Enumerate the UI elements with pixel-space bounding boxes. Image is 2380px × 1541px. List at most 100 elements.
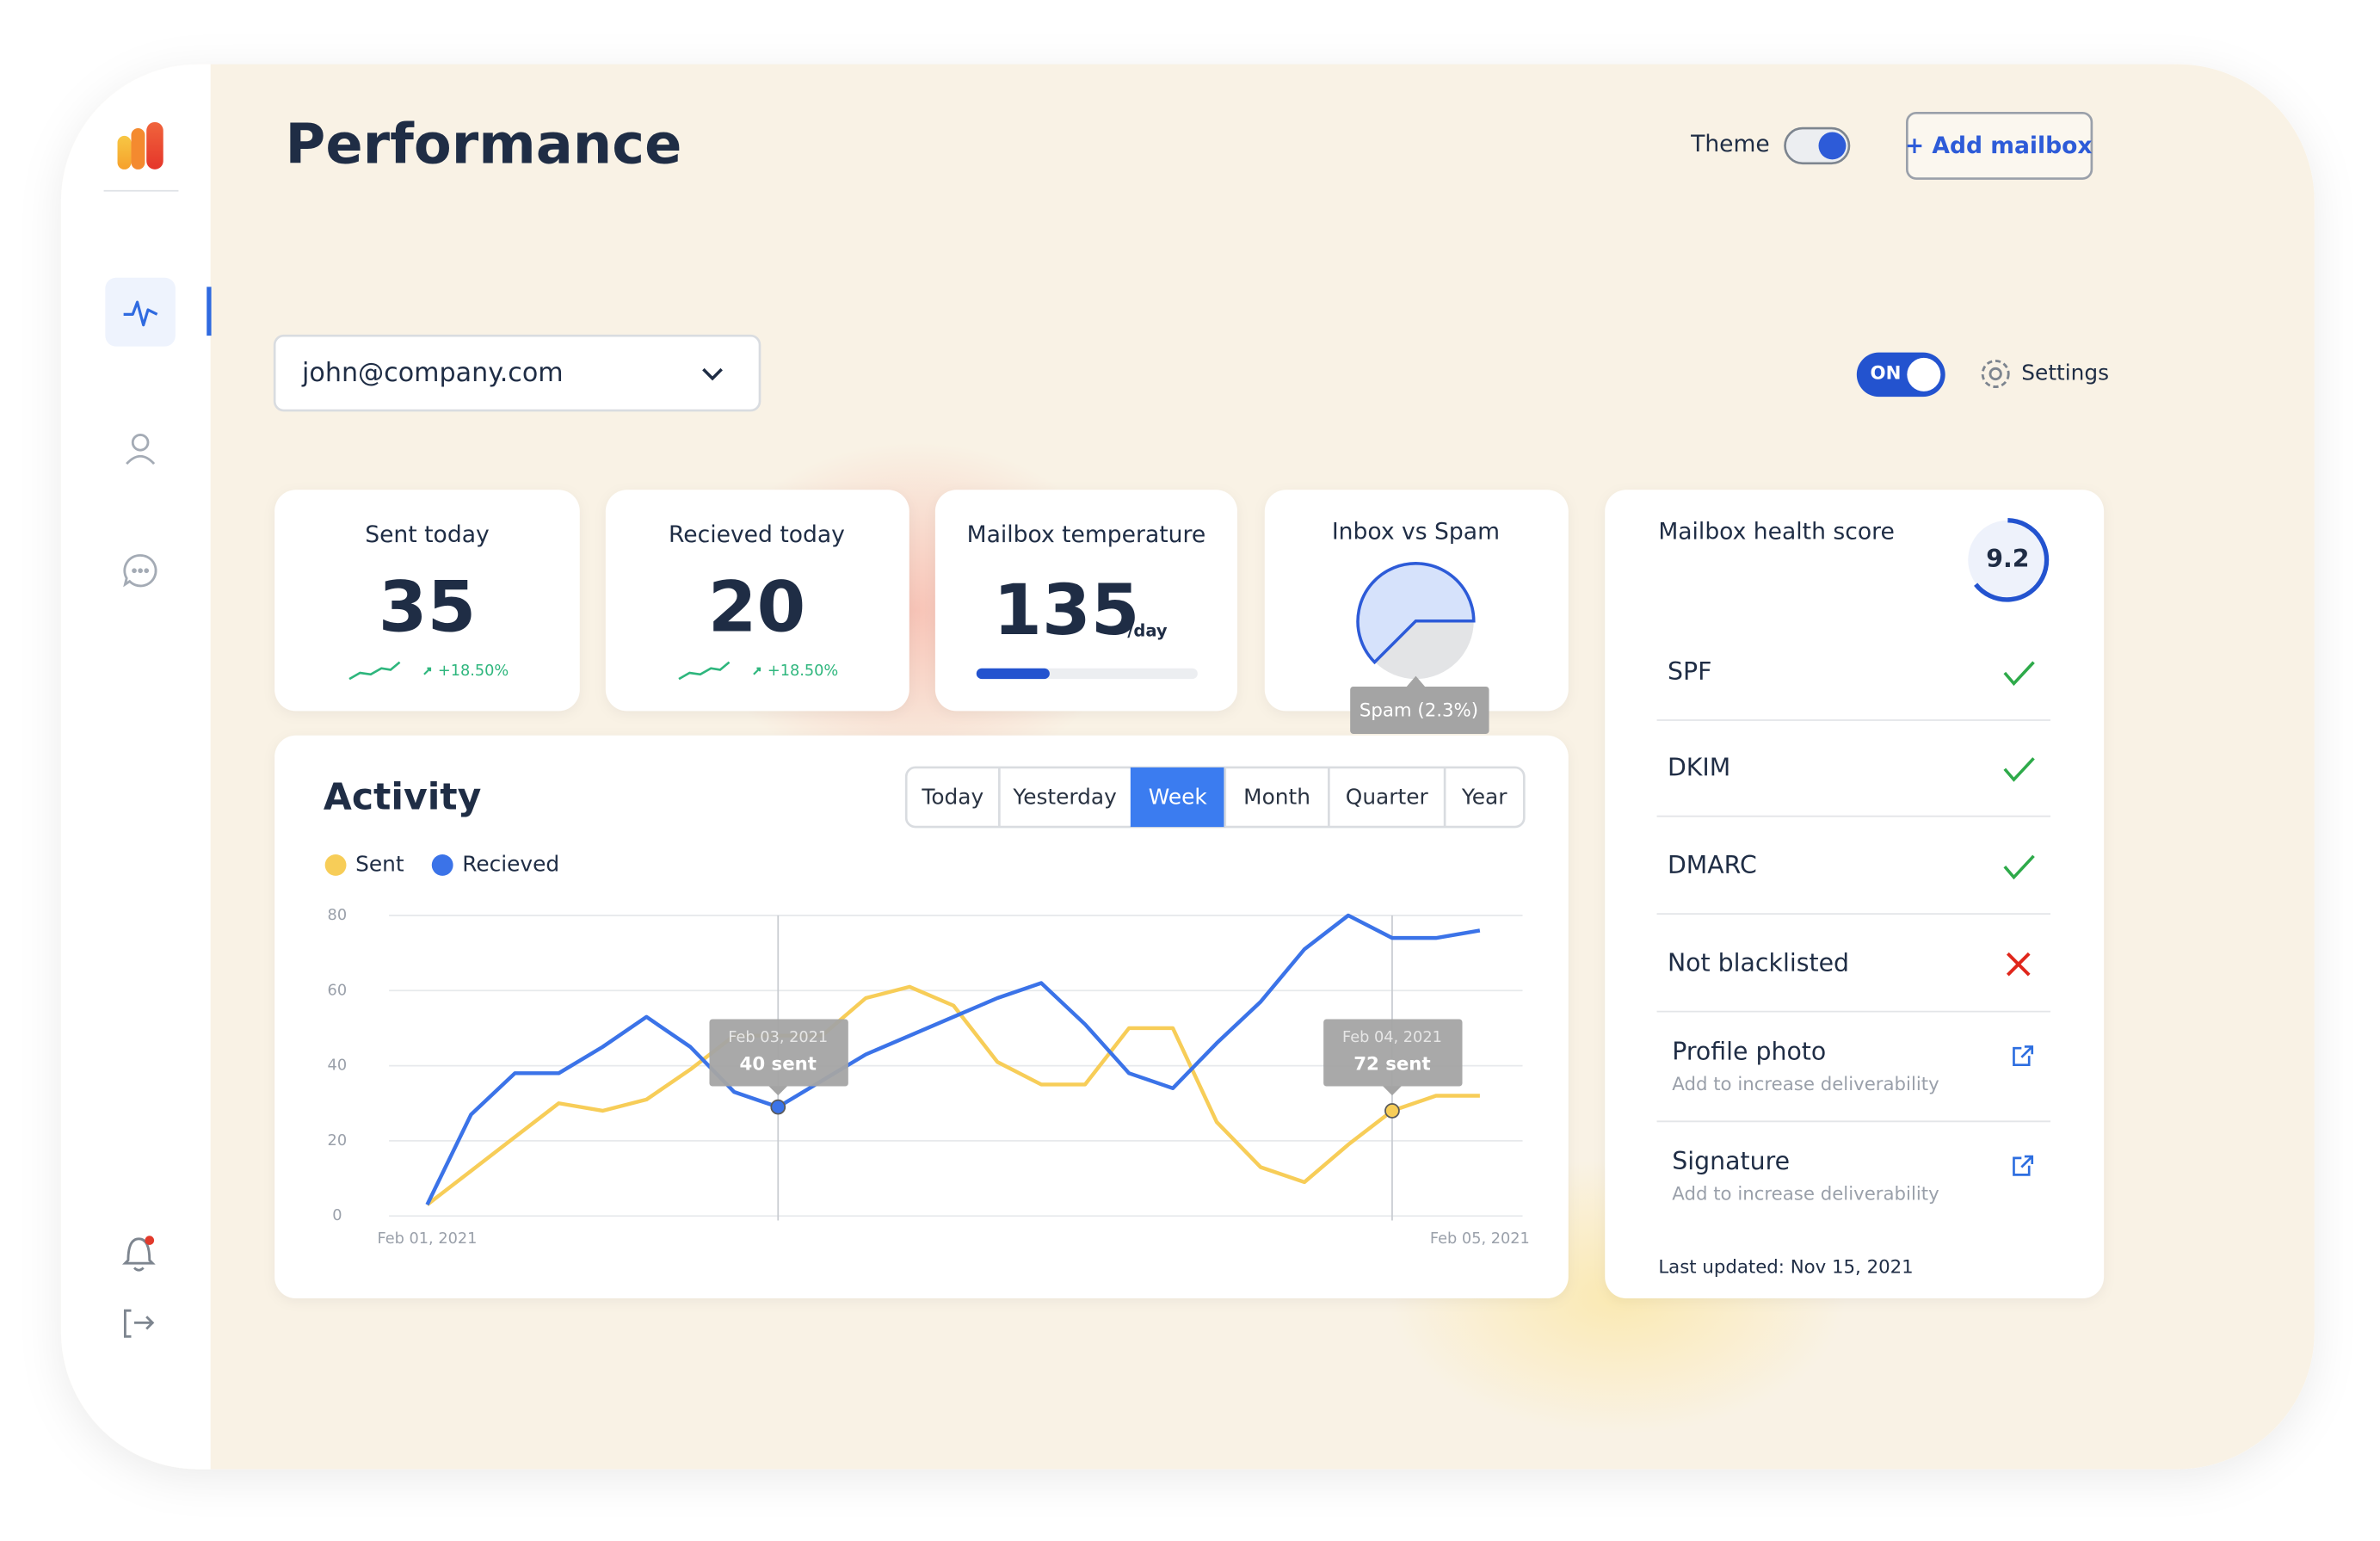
- chart-tooltip-text: 40 sent: [740, 1054, 817, 1076]
- item-subtitle: Add to increase deliverability: [1672, 1074, 1939, 1095]
- inbox-spam-label: Inbox vs Spam: [1332, 518, 1500, 545]
- chart-tooltip-pointer: [1383, 1086, 1402, 1096]
- activity-card: [274, 735, 1569, 1298]
- dropdown-arrow: [702, 367, 723, 381]
- on-toggle-knob: [1907, 357, 1941, 391]
- stat-card: [274, 490, 580, 712]
- legend-label: Sent: [355, 851, 404, 876]
- temperature-label: Mailbox temperature: [967, 521, 1206, 548]
- temperature-bar: [976, 668, 1050, 680]
- stat-card: [934, 490, 1237, 712]
- item-title[interactable]: Signature: [1672, 1147, 1790, 1175]
- stat-label: Recieved today: [669, 521, 845, 548]
- sparkline: [348, 661, 401, 681]
- score-ring: [1974, 518, 2050, 602]
- stat-label: Sent today: [365, 521, 490, 548]
- theme-label: Theme: [1690, 131, 1770, 157]
- sparkline: [678, 661, 731, 681]
- check-name: Not blacklisted: [1668, 949, 1849, 977]
- check-name: DMARC: [1668, 851, 1757, 879]
- x-tick-label: Feb 05, 2021: [1430, 1230, 1530, 1248]
- external-link-icon[interactable]: [2013, 1045, 2034, 1067]
- check-pass-icon: [2003, 854, 2035, 880]
- logo: [117, 121, 163, 170]
- stats-group: Sent today 35 +18.50% Recieved today 20 +18.5…: [348, 521, 845, 681]
- chart-tooltip: [709, 1019, 848, 1087]
- stat-change: +18.50%: [438, 663, 509, 680]
- y-tick-label: 0: [332, 1207, 342, 1224]
- chart-tooltip: [1323, 1019, 1463, 1087]
- check-name: DKIM: [1668, 754, 1730, 782]
- activity-chart: Today Yesterday Week Month Quarter Year Sent Re…: [324, 767, 1530, 1248]
- item-subtitle: Add to increase deliverability: [1672, 1183, 1939, 1205]
- notification-dot: [145, 1236, 155, 1245]
- y-tick-label: 20: [328, 1132, 348, 1150]
- range-tab[interactable]: Yesterday: [1012, 784, 1116, 809]
- nav-activity-icon: [123, 300, 158, 327]
- sidebar: [60, 64, 211, 1470]
- chart-tooltip-pointer: [768, 1086, 787, 1096]
- y-tick-label: 80: [328, 907, 348, 924]
- x-tick-label: Feb 01, 2021: [378, 1230, 478, 1248]
- check-pass-icon: [2003, 757, 2035, 782]
- range-tab[interactable]: Today: [921, 784, 983, 809]
- add-mailbox-button[interactable]: [1906, 111, 2093, 180]
- spam-tooltip-pointer: [1406, 675, 1426, 687]
- series-line: [426, 984, 1480, 1206]
- stat-change: +18.50%: [768, 663, 838, 680]
- chart-tooltip-text: 72 sent: [1353, 1054, 1430, 1076]
- check-name: SPF: [1668, 657, 1711, 686]
- chart-tooltip-date: Feb 03, 2021: [728, 1029, 828, 1046]
- nav-profile[interactable]: [126, 434, 156, 465]
- trend-arrow: [423, 667, 432, 675]
- nav-messages[interactable]: [123, 554, 157, 588]
- temperature-value: 135: [993, 570, 1139, 651]
- range-tab[interactable]: Month: [1243, 784, 1310, 809]
- page-title: Performance: [286, 114, 682, 177]
- item-title[interactable]: Profile photo: [1672, 1038, 1826, 1066]
- stat-value: 20: [708, 567, 805, 649]
- spam-tooltip: [1350, 686, 1489, 734]
- legend-swatch: [324, 854, 347, 876]
- mailbox-select-value: john@company.com: [301, 358, 564, 388]
- legend-label: Recieved: [462, 851, 559, 876]
- legend-swatch: [431, 854, 453, 876]
- activity-title: Activity: [324, 777, 481, 819]
- theme-toggle-knob: [1818, 132, 1847, 160]
- health-updated: Last updated: Nov 15, 2021: [1658, 1257, 1913, 1279]
- mailbox-select[interactable]: [273, 334, 761, 412]
- on-toggle-label: ON: [1871, 363, 1902, 385]
- range-tab-active[interactable]: [1130, 767, 1225, 828]
- y-tick-label: 60: [328, 982, 348, 999]
- spam-tooltip-text: Spam (2.3%): [1360, 700, 1478, 721]
- check-pass-icon: [2003, 661, 2035, 687]
- add-mailbox-label: + Add mailbox: [1905, 133, 2093, 159]
- stat-card: [605, 490, 909, 712]
- health-title: Mailbox health score: [1658, 518, 1894, 545]
- health-card: [1605, 490, 2105, 1298]
- settings-icon[interactable]: [1981, 360, 2010, 388]
- series-line: [425, 913, 1481, 1206]
- pie-inbox: [1356, 562, 1476, 665]
- y-tick-label: 40: [328, 1057, 348, 1075]
- settings-label[interactable]: Settings: [2021, 361, 2109, 385]
- health-score: 9.2: [1986, 545, 2029, 573]
- trend-arrow: [753, 667, 761, 675]
- range-tab[interactable]: Week: [1149, 784, 1208, 809]
- nav-logout[interactable]: [123, 1309, 155, 1338]
- chart-tooltip-date: Feb 04, 2021: [1342, 1029, 1442, 1046]
- health-list: SPF DKIM DMARC Not blacklisted Profile photo…: [1656, 657, 2051, 1205]
- stat-value: 35: [379, 567, 476, 649]
- nav-notifications[interactable]: [121, 1237, 156, 1272]
- highlight-point: [1384, 1103, 1400, 1119]
- external-link-icon[interactable]: [2013, 1155, 2034, 1176]
- highlight-point: [770, 1099, 786, 1115]
- score-ring-bg: [1968, 520, 2048, 600]
- range-tab[interactable]: Quarter: [1346, 784, 1429, 809]
- temperature-unit: /day: [1127, 621, 1168, 641]
- range-tab[interactable]: Year: [1461, 784, 1508, 809]
- check-fail-icon: [2006, 952, 2031, 977]
